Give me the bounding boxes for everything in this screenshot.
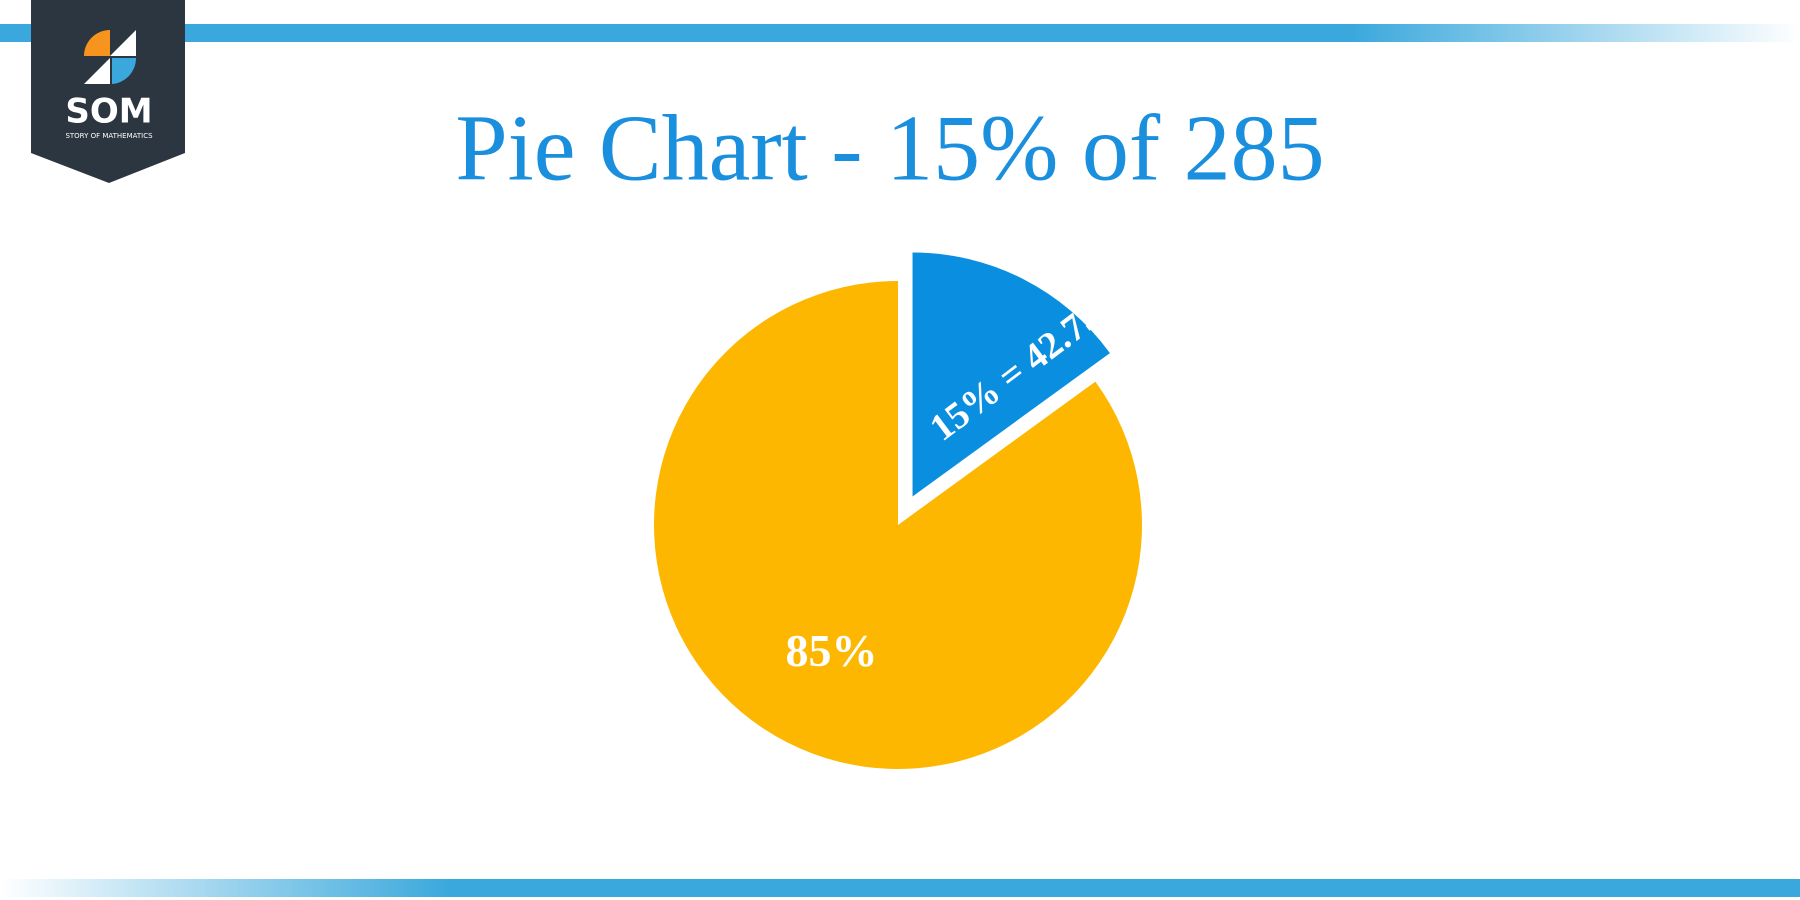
pie-slice <box>912 252 1110 497</box>
data-label: 85% <box>786 625 878 676</box>
logo-icon <box>84 58 110 84</box>
logo: SOM STORY OF MATHEMATICS <box>31 0 185 183</box>
top-bar <box>0 24 1800 42</box>
logo-name: SOM <box>65 92 152 132</box>
logo-icon <box>112 58 137 84</box>
logo-icon <box>84 30 110 56</box>
pie-slice <box>653 281 1142 769</box>
chart-title: Pie Chart - 15% of 285 <box>455 97 1324 201</box>
logo-badge <box>31 0 185 183</box>
logo-icon <box>110 30 136 56</box>
bottom-bar <box>0 879 1800 897</box>
logo-tagline: STORY OF MATHEMATICS <box>65 132 153 140</box>
